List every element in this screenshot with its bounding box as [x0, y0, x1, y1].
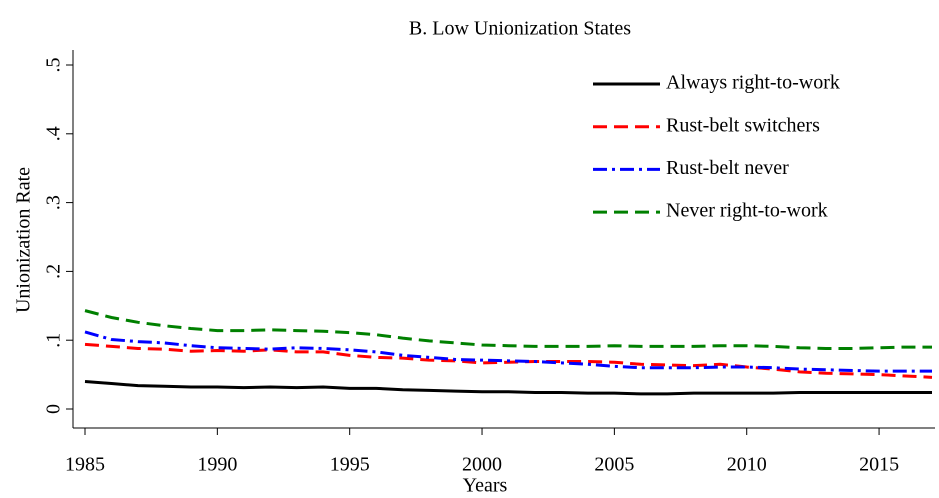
y-tick-label: .5 [43, 58, 65, 73]
series-line [84, 309, 932, 350]
y-axis-label: Unionization Rate [13, 167, 35, 313]
legend-label: Rust-belt never [666, 157, 789, 179]
y-tick-label: .3 [43, 195, 65, 210]
y-tick-label: .4 [43, 126, 65, 141]
legend-label: Rust-belt switchers [666, 114, 820, 136]
y-tick-label: 0 [43, 404, 65, 414]
legend-label: Always right-to-work [666, 72, 840, 94]
x-tick-label: 2010 [727, 454, 767, 476]
x-tick-label: 1990 [197, 454, 237, 476]
x-tick-label: 1995 [330, 454, 370, 476]
x-tick-label: 2000 [462, 454, 502, 476]
y-tick-label: .2 [43, 264, 65, 279]
x-tick-label: 1985 [65, 454, 105, 476]
y-tick-label: .1 [43, 333, 65, 348]
legend-label: Never right-to-work [666, 200, 828, 222]
x-axis-label: Years [463, 475, 508, 497]
series-line [84, 379, 932, 396]
chart-title: B. Low Unionization States [409, 18, 631, 40]
x-tick-label: 2005 [594, 454, 634, 476]
x-tick-label: 2015 [859, 454, 899, 476]
series-line [84, 330, 932, 373]
